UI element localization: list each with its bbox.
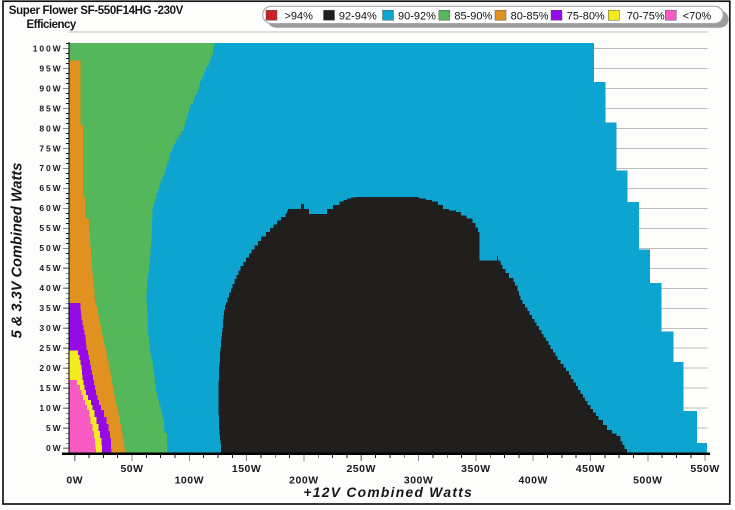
svg-text:0W: 0W — [66, 474, 83, 486]
svg-text:200W: 200W — [289, 474, 318, 486]
svg-text:55W: 55W — [39, 223, 62, 233]
svg-text:75-80%: 75-80% — [567, 10, 605, 22]
svg-text:75W: 75W — [39, 143, 62, 153]
svg-text:60W: 60W — [39, 203, 62, 213]
svg-text:+12V Combined Watts: +12V Combined Watts — [303, 485, 473, 500]
svg-text:>94%: >94% — [285, 10, 314, 22]
svg-text:25W: 25W — [39, 343, 62, 353]
svg-text:85-90%: 85-90% — [454, 10, 492, 22]
svg-text:30W: 30W — [39, 323, 62, 333]
svg-text:35W: 35W — [39, 303, 62, 313]
svg-text:450W: 450W — [576, 463, 605, 475]
svg-text:100W: 100W — [175, 474, 204, 486]
svg-text:350W: 350W — [461, 463, 490, 475]
svg-text:50W: 50W — [39, 243, 62, 253]
svg-text:550W: 550W — [690, 463, 719, 475]
svg-text:Efficiency: Efficiency — [27, 19, 77, 31]
svg-text:400W: 400W — [518, 474, 547, 486]
svg-text:50W: 50W — [120, 463, 143, 475]
svg-text:Super Flower SF-550F14HG -230V: Super Flower SF-550F14HG -230V — [9, 5, 184, 17]
svg-text:40W: 40W — [39, 283, 62, 293]
svg-text:20W: 20W — [39, 363, 62, 373]
svg-text:80W: 80W — [39, 123, 62, 133]
svg-text:65W: 65W — [39, 183, 62, 193]
svg-text:250W: 250W — [346, 463, 375, 475]
svg-text:<70%: <70% — [683, 10, 712, 22]
svg-text:100W: 100W — [33, 43, 63, 53]
svg-text:10W: 10W — [39, 403, 62, 413]
svg-text:90-92%: 90-92% — [398, 10, 436, 22]
svg-text:80-85%: 80-85% — [511, 10, 549, 22]
svg-text:500W: 500W — [633, 474, 662, 486]
svg-text:300W: 300W — [404, 474, 433, 486]
svg-text:45W: 45W — [39, 263, 62, 273]
svg-text:85W: 85W — [39, 103, 62, 113]
svg-text:0W: 0W — [46, 443, 63, 453]
svg-text:150W: 150W — [232, 463, 261, 475]
svg-text:92-94%: 92-94% — [339, 10, 377, 22]
svg-text:90W: 90W — [39, 83, 62, 93]
svg-text:70-75%: 70-75% — [627, 10, 665, 22]
svg-text:95W: 95W — [39, 63, 62, 73]
svg-text:5W: 5W — [46, 423, 63, 433]
svg-text:5 & 3.3V Combined Watts: 5 & 3.3V Combined Watts — [10, 163, 26, 339]
svg-text:70W: 70W — [39, 163, 62, 173]
svg-text:15W: 15W — [39, 383, 62, 393]
